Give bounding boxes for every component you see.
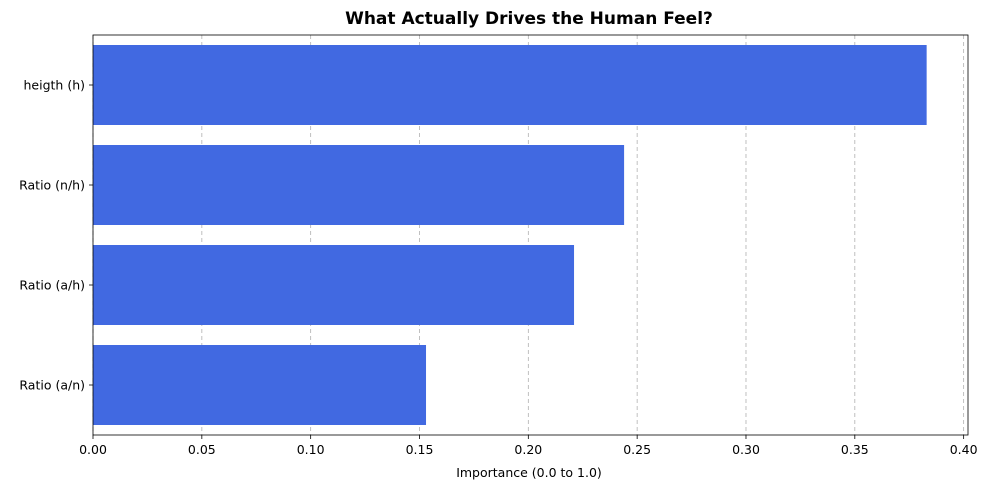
bars [93, 45, 927, 425]
x-tick-label: 0.35 [841, 442, 869, 457]
y-tick-label: Ratio (a/n) [19, 378, 85, 393]
axes-frame [92, 34, 969, 436]
x-axis-ticks: 0.00 0.05 0.10 0.15 0.20 0.25 0.30 0.35 0.40 [79, 435, 978, 457]
bar-ratio-n-h [93, 145, 625, 225]
bar-ratio-a-h [93, 245, 575, 325]
chart-title: What Actually Drives the Human Feel? [345, 9, 713, 29]
x-tick-label: 0.05 [188, 442, 216, 457]
y-tick-label: heigth (h) [24, 78, 86, 93]
axes-border [92, 34, 969, 436]
y-tick-label: Ratio (n/h) [19, 178, 85, 193]
x-tick-label: 0.00 [79, 442, 107, 457]
y-tick-label: Ratio (a/h) [19, 278, 85, 293]
y-axis-ticks: heigth (h) Ratio (n/h) Ratio (a/h) Ratio (a… [19, 78, 93, 393]
x-tick-label: 0.40 [950, 442, 978, 457]
x-tick-label: 0.30 [732, 442, 760, 457]
bar-heigth-h [93, 45, 927, 125]
x-axis-label: Importance (0.0 to 1.0) [456, 465, 602, 480]
x-tick-label: 0.20 [514, 442, 542, 457]
x-tick-label: 0.25 [623, 442, 651, 457]
x-tick-label: 0.15 [406, 442, 434, 457]
x-tick-label: 0.10 [297, 442, 325, 457]
bar-ratio-a-n [93, 345, 427, 425]
